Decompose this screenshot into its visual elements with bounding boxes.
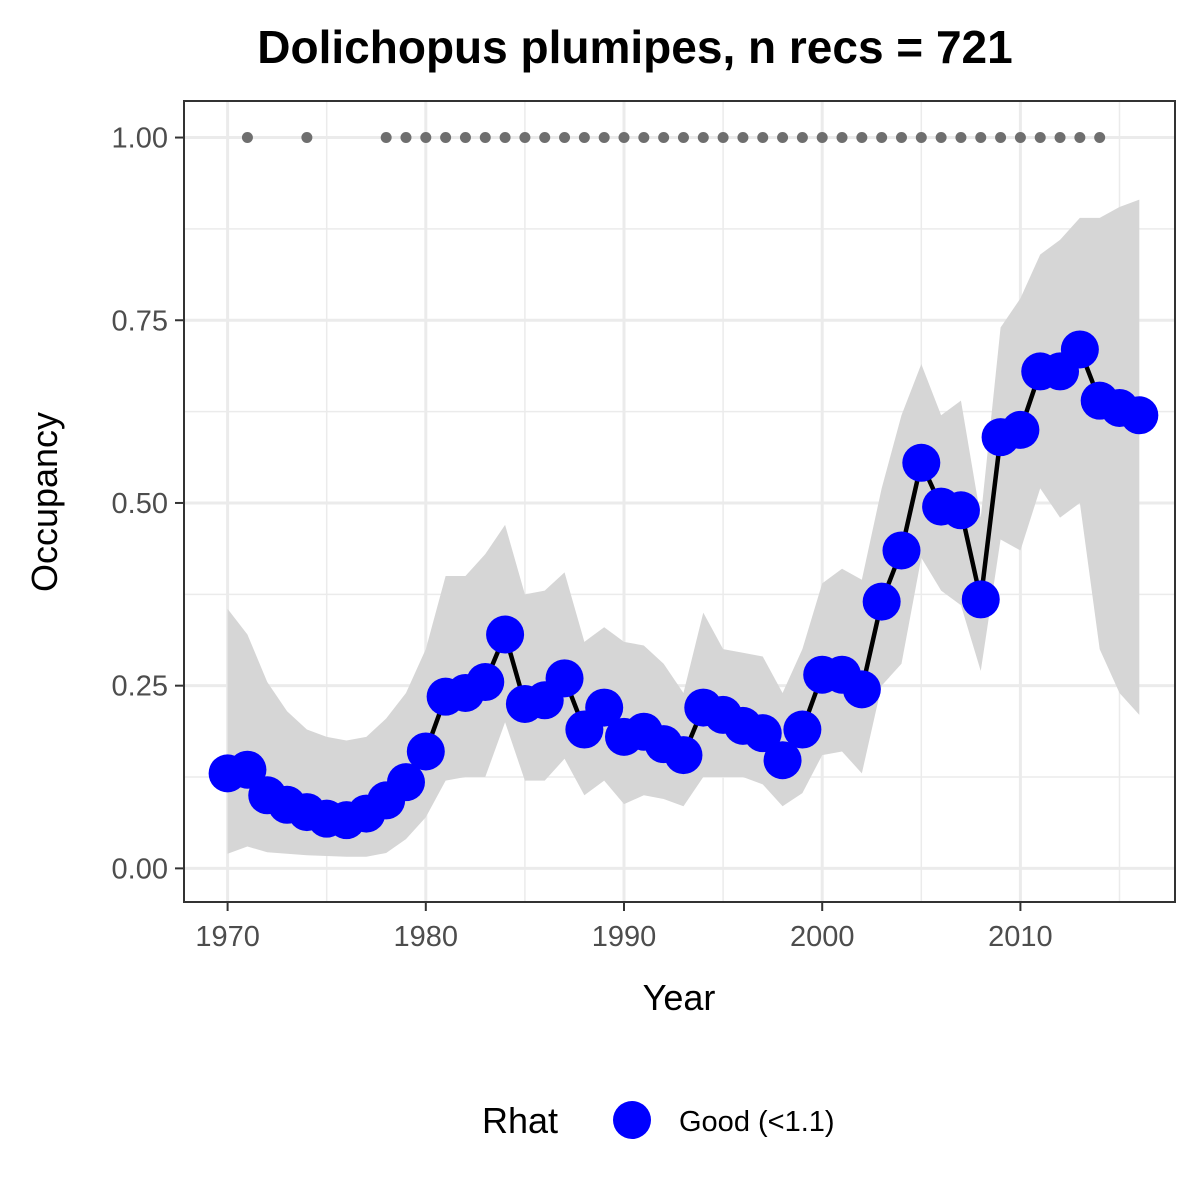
detection-point bbox=[658, 132, 670, 144]
detection-point bbox=[777, 132, 789, 144]
detection-point bbox=[578, 132, 590, 144]
occupancy-point bbox=[842, 670, 881, 709]
detection-point bbox=[380, 132, 392, 144]
y-tick-label: 0.25 bbox=[112, 671, 168, 703]
occupancy-point bbox=[228, 750, 267, 789]
detection-point bbox=[876, 132, 888, 144]
occupancy-point bbox=[486, 615, 525, 654]
legend-title: Rhat bbox=[482, 1100, 558, 1141]
detection-point bbox=[638, 132, 650, 144]
detection-point bbox=[420, 132, 432, 144]
detection-point bbox=[915, 132, 927, 144]
occupancy-point bbox=[882, 531, 921, 570]
occupancy-point bbox=[466, 663, 505, 702]
detection-point bbox=[677, 132, 689, 144]
detection-point bbox=[539, 132, 551, 144]
occupancy-point bbox=[1060, 330, 1099, 369]
panel-border bbox=[183, 100, 1176, 903]
detection-point bbox=[241, 132, 253, 144]
detection-point bbox=[697, 132, 709, 144]
occupancy-point bbox=[902, 443, 941, 482]
detection-point bbox=[440, 132, 452, 144]
detection-point bbox=[499, 132, 511, 144]
occupancy-point bbox=[743, 714, 782, 753]
detection-point bbox=[796, 132, 808, 144]
x-axis-title: Year bbox=[643, 977, 716, 1018]
detection-point bbox=[955, 132, 967, 144]
detection-point bbox=[757, 132, 769, 144]
detection-point bbox=[1054, 132, 1066, 144]
x-tick-label: 1990 bbox=[592, 921, 657, 953]
legend-label-good: Good (<1.1) bbox=[679, 1106, 835, 1138]
y-tick-label: 1.00 bbox=[112, 123, 168, 155]
detection-point bbox=[816, 132, 828, 144]
detection-point bbox=[479, 132, 491, 144]
chart-title: Dolichopus plumipes, n recs = 721 bbox=[257, 21, 1012, 73]
detection-point bbox=[1074, 132, 1086, 144]
occupancy-point bbox=[783, 710, 822, 749]
detection-point bbox=[459, 132, 471, 144]
detection-point bbox=[598, 132, 610, 144]
y-tick-label: 0.50 bbox=[112, 488, 168, 520]
detection-point bbox=[856, 132, 868, 144]
detection-point bbox=[975, 132, 987, 144]
legend: Rhat Good (<1.1) bbox=[482, 1100, 835, 1141]
occupancy-point bbox=[386, 763, 425, 802]
detection-point bbox=[717, 132, 729, 144]
detection-point bbox=[1034, 132, 1046, 144]
x-tick-label: 2010 bbox=[988, 921, 1053, 953]
y-axis: 0.00 0.25 0.50 0.75 1.00 bbox=[112, 123, 184, 885]
x-tick-label: 1980 bbox=[394, 921, 459, 953]
y-tick-label: 0.00 bbox=[112, 853, 168, 885]
occupancy-point bbox=[664, 736, 703, 775]
detection-point bbox=[400, 132, 412, 144]
occupancy-point bbox=[545, 659, 584, 698]
occupancy-point bbox=[862, 582, 901, 621]
detection-point bbox=[995, 132, 1007, 144]
y-axis-title: Occupancy bbox=[24, 412, 65, 592]
occupancy-point bbox=[406, 732, 445, 771]
y-tick-label: 0.75 bbox=[112, 305, 168, 337]
detection-point bbox=[559, 132, 571, 144]
detection-point bbox=[519, 132, 531, 144]
detection-point bbox=[1094, 132, 1106, 144]
x-axis: 1970 1980 1990 2000 2010 bbox=[195, 902, 1053, 953]
detection-point bbox=[935, 132, 947, 144]
detection-point bbox=[618, 132, 630, 144]
occupancy-point bbox=[961, 580, 1000, 619]
legend-key-good bbox=[613, 1101, 651, 1139]
occupancy-points-layer bbox=[208, 330, 1159, 840]
occupancy-point bbox=[941, 491, 980, 530]
detection-point bbox=[836, 132, 848, 144]
detection-point bbox=[737, 132, 749, 144]
detection-point bbox=[1014, 132, 1026, 144]
detection-point bbox=[895, 132, 907, 144]
occupancy-point bbox=[585, 688, 624, 727]
x-tick-label: 2000 bbox=[790, 921, 855, 953]
occupancy-point bbox=[1001, 410, 1040, 449]
detection-point bbox=[301, 132, 313, 144]
occupancy-point bbox=[763, 741, 802, 780]
x-tick-label: 1970 bbox=[195, 921, 260, 953]
occupancy-point bbox=[1120, 396, 1159, 435]
detection-points-layer bbox=[241, 132, 1106, 144]
